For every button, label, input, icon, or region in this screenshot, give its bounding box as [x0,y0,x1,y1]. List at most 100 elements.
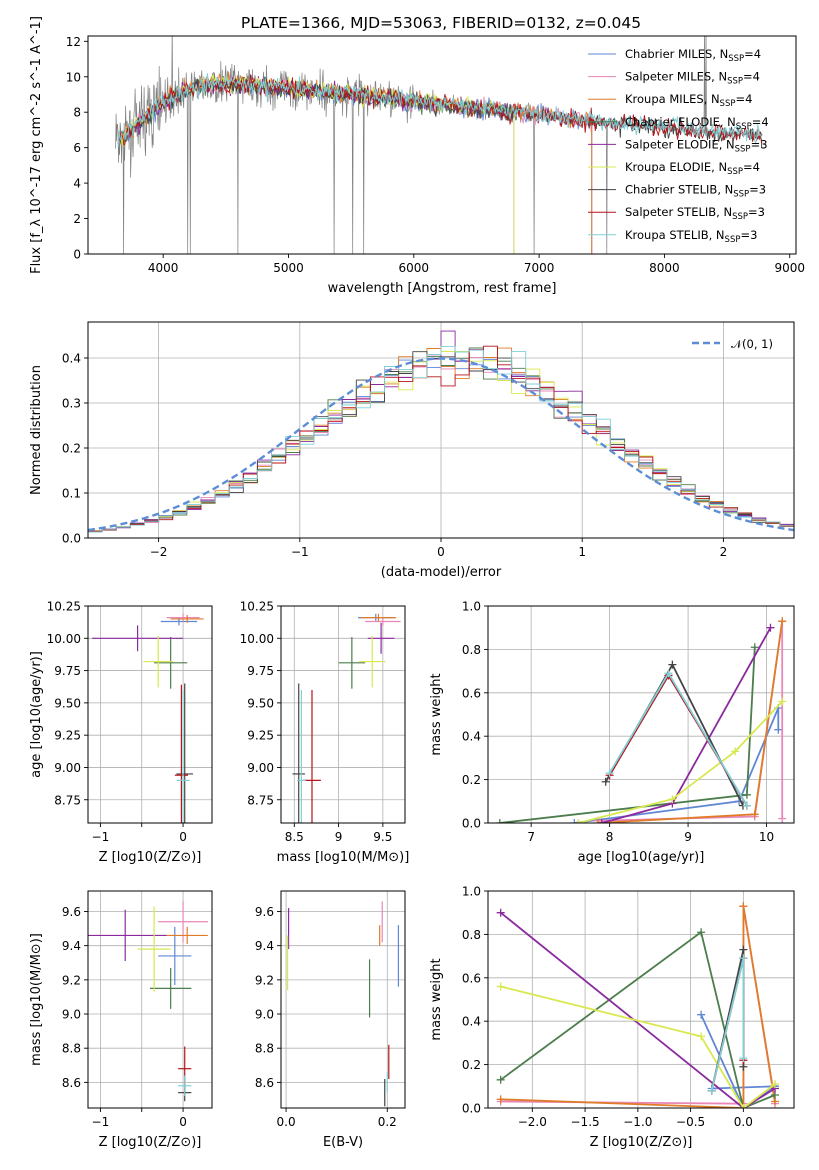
x-tick-label: 4000 [148,261,179,275]
y-tick-label: 9.00 [54,761,81,775]
series-point-kroupa_stelib [739,954,748,963]
y-tick-label: 12 [66,35,81,49]
x-tick-label: 7000 [524,261,555,275]
age_vs_z-ylabel: age [log10(age/yr)] [29,651,44,778]
y-tick-label: 0.2 [462,773,481,787]
y-tick-label: 2 [73,212,81,226]
y-tick-label: 9.25 [54,729,81,743]
x-tick-label: 0.0 [277,1115,296,1129]
y-tick-label: 0.2 [462,1058,481,1072]
series-point-chabrier_elodie [495,819,504,823]
series-point-salpeter_elodie [597,819,606,823]
y-tick-label: 0.3 [62,397,81,411]
x-tick-label: −1.0 [623,1115,652,1129]
legend-label: Chabrier ELODIE, NSSP=4 [625,115,769,132]
legend-label: Chabrier STELIB, NSSP=3 [625,183,766,200]
series-point-kroupa_elodie [731,747,740,756]
series-point-kroupa_stelib [739,1054,748,1063]
series-point-salpeter_miles [778,814,787,823]
mass_vs_ebv-plot-area [286,901,400,1107]
x-tick-label: 9000 [774,261,805,275]
legend-label: Chabrier MILES, NSSP=4 [625,47,761,64]
x-tick-label: 0 [179,1115,187,1129]
y-tick-label: 9.0 [255,1008,274,1022]
x-tick-label: 0.0 [734,1115,753,1129]
age_vs_z-plot-area [92,613,204,823]
series-point-kroupa_miles [593,819,602,823]
series-point-kroupa_elodie [697,1032,706,1041]
figure-title: PLATE=1366, MJD=53063, FIBERID=0132, z=0… [241,14,641,32]
y-tick-label: 9.2 [62,973,81,987]
y-tick-label: 9.6 [255,905,274,919]
x-tick-label: 9.5 [373,830,392,844]
series-point-kroupa_miles [778,617,787,626]
mass_vs_z-xlabel: Z [log10(Z/Z⊙)] [99,1135,202,1150]
residual_hist-xlabel: (data-model)/error [381,565,502,580]
mass_vs_z-frame [87,890,213,1109]
x-tick-label: 0 [179,830,187,844]
x-tick-label: 8000 [649,261,680,275]
y-tick-label: 8 [73,106,81,120]
x-tick-label: 9 [335,830,343,844]
series-point-chabrier_stelib [668,660,677,669]
series-point-salpeter_elodie [496,908,505,917]
age_vs_z-frame [87,605,213,824]
series-point-kroupa_elodie [739,1104,748,1108]
mass_vs_ebv-xlabel: E(B-V) [323,1135,363,1150]
x-tick-label: 6000 [399,261,430,275]
spectrum-model-salpeter_stelib [117,74,763,146]
y-tick-label: 8.6 [62,1076,81,1090]
x-tick-label: 9 [684,830,692,844]
y-tick-label: 9.50 [247,696,274,710]
x-tick-label: 5000 [273,261,304,275]
weight_vs_age-ylabel: mass weight [429,673,444,755]
x-tick-label: 7 [527,830,535,844]
series-point-chabrier_elodie [697,928,706,937]
y-tick-label: 0.4 [462,730,481,744]
x-tick-label: 0 [437,545,445,559]
y-tick-label: 8.8 [62,1042,81,1056]
y-tick-label: 0.6 [462,971,481,985]
y-tick-label: 0.8 [462,643,481,657]
y-tick-label: 0.1 [62,487,81,501]
x-tick-label: −0.5 [676,1115,705,1129]
series-point-kroupa_elodie [668,795,677,804]
y-tick-label: 0 [73,248,81,262]
series-line-salpeter_elodie [500,911,776,1108]
x-tick-label: −2.0 [518,1115,547,1129]
mass_vs_z-ylabel: mass [log10(M/M⊙)] [29,933,44,1066]
age_vs_mass-xlabel: mass [log10(M/M⊙)] [277,850,410,865]
legend-label: Salpeter MILES, NSSP=4 [625,70,760,87]
y-tick-label: 6 [73,141,81,155]
y-tick-label: 0.4 [462,1015,481,1029]
series-point-chabrier_miles [697,1010,706,1019]
series-line-kroupa_elodie [577,700,783,823]
x-tick-label: −1 [92,830,110,844]
legend-label: Salpeter ELODIE, NSSP=3 [625,137,768,154]
series-point-chabrier_stelib [739,945,748,954]
series-point-kroupa_stelib [664,669,673,678]
y-tick-label: 8.75 [247,793,274,807]
hist-legend-label: 𝒩(0, 1) [731,337,773,351]
weight_vs_z-ylabel: mass weight [429,958,444,1040]
series-point-kroupa_elodie [574,819,583,823]
legend-label: Salpeter STELIB, NSSP=3 [625,205,765,222]
y-tick-label: 9.4 [62,939,81,953]
series-point-kroupa_elodie [771,1080,780,1089]
spectrum-plot-area [115,36,763,254]
series-line-chabrier_elodie [500,930,776,1108]
y-tick-label: 0.8 [462,928,481,942]
x-tick-label: 0.2 [378,1115,397,1129]
x-tick-label: 8 [606,830,614,844]
x-tick-label: 10 [759,830,774,844]
y-tick-label: 9.6 [62,905,81,919]
series-point-chabrier_elodie [750,643,759,652]
y-tick-label: 0.0 [462,1102,481,1116]
histogram-kroupa_stelib [88,346,794,534]
y-tick-label: 0.2 [62,442,81,456]
series-point-chabrier_elodie [742,790,751,799]
y-tick-label: 0.6 [462,686,481,700]
y-tick-label: 10.00 [47,632,81,646]
weight_vs_z-xlabel: Z [log10(Z/Z⊙)] [590,1135,693,1150]
